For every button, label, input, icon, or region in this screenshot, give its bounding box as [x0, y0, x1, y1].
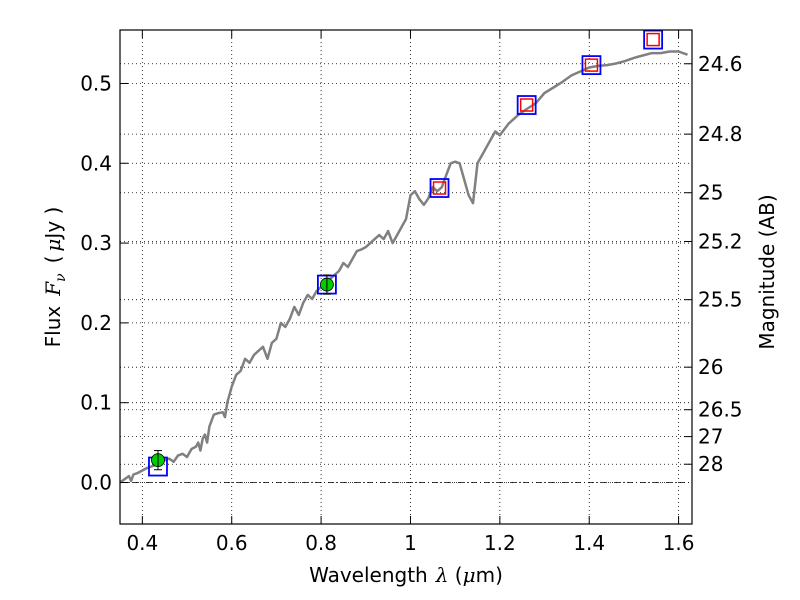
y-tick-label: 0.4 [80, 151, 112, 175]
y-tick-label: 0.1 [80, 391, 112, 415]
y-tick-label: 0.2 [80, 311, 112, 335]
x-tick-label: 1.4 [573, 531, 605, 555]
x-tick-label: 1 [404, 531, 417, 555]
grid-lines [120, 30, 692, 524]
y2-tick-label: 26.5 [698, 398, 743, 422]
observed-square-marker [519, 98, 534, 112]
model-square-marker [429, 178, 450, 198]
y-tick-label: 0.5 [80, 71, 112, 95]
y2-tick-label: 26 [698, 355, 723, 379]
x-tick-label: 0.8 [305, 531, 337, 555]
y2-axis-label: Magnitude (AB) [755, 194, 779, 349]
spectrum-line [120, 50, 688, 484]
y2-tick-label: 25 [698, 181, 723, 205]
x-axis-ticks: 0.4 0.6 0.8 1 1.2 1.4 1.6 [126, 30, 695, 555]
y2-tick-label: 24.8 [698, 122, 743, 146]
y-tick-label: 0.3 [80, 231, 112, 255]
y-tick-label: 0.0 [80, 471, 112, 495]
y2-tick-label: 25.2 [698, 229, 743, 253]
plot-frame [119, 29, 693, 525]
observed-square-marker [646, 32, 660, 47]
y2-axis-ticks: 24.6 24.8 25 25.2 25.5 26 26.5 27 28 [684, 52, 743, 476]
plot-area-series [120, 30, 688, 484]
y2-tick-label: 28 [698, 452, 723, 476]
x-tick-label: 1.6 [663, 531, 695, 555]
y2-tick-label: 25.5 [698, 288, 743, 312]
model-square-marker [516, 95, 537, 115]
y-axis-ticks: 0.0 0.1 0.2 0.3 0.4 0.5 [80, 71, 128, 495]
x-axis-label: Wavelength λ (μm) [309, 563, 503, 587]
model-square-marker [581, 55, 602, 76]
y-axis-label: FluxFν(μJy ) [41, 207, 69, 348]
x-tick-label: 1.2 [484, 531, 516, 555]
observed-square-marker [432, 181, 447, 195]
observed-square-marker [584, 58, 599, 72]
y2-tick-label: 27 [698, 425, 723, 449]
x-tick-label: 0.6 [216, 531, 248, 555]
x-tick-label: 0.4 [126, 531, 158, 555]
y2-tick-label: 24.6 [698, 52, 743, 76]
